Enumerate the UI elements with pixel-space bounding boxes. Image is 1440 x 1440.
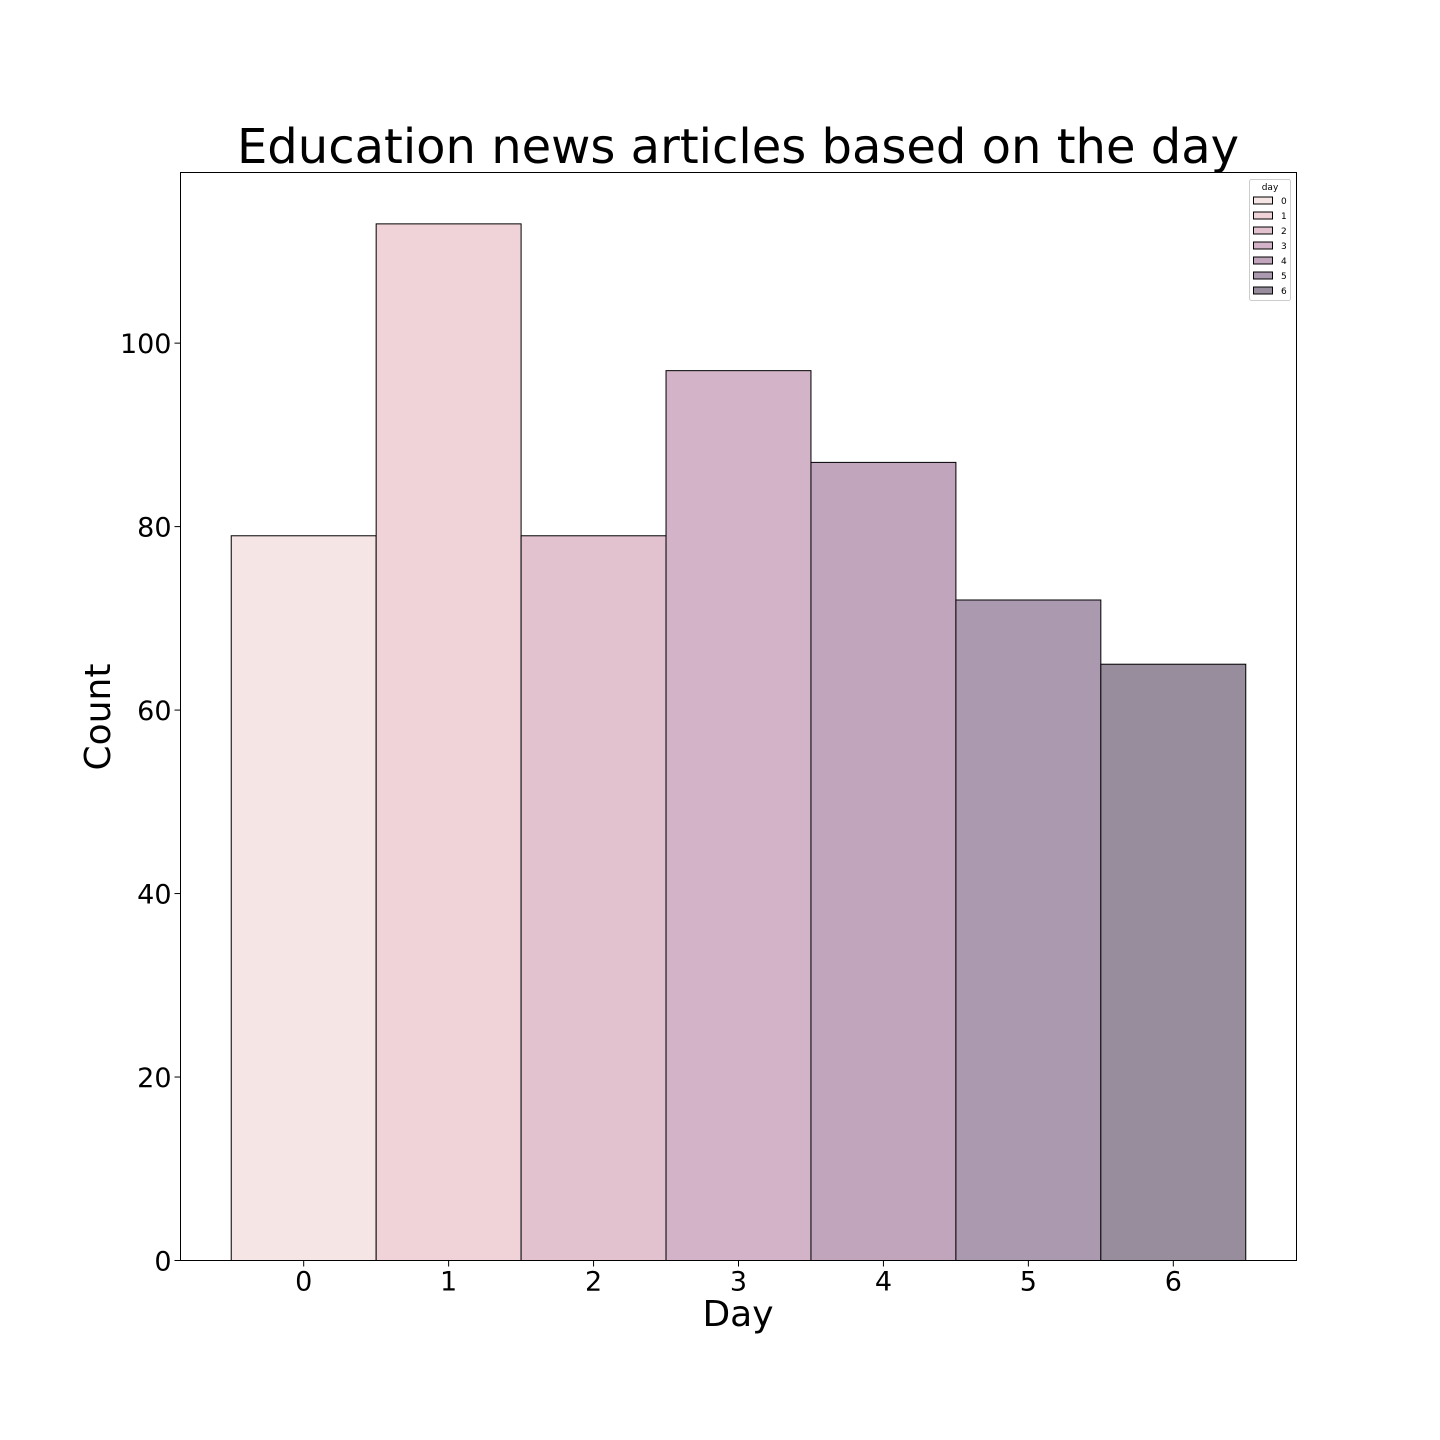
y-axis-ticks: 0 20 40 60 80 100 bbox=[120, 329, 181, 1278]
y-tick-label: 40 bbox=[137, 880, 171, 911]
y-tick-label: 100 bbox=[120, 329, 172, 360]
bar-day-0 bbox=[230, 535, 377, 1261]
legend-swatch bbox=[1253, 241, 1273, 250]
legend-label: 1 bbox=[1281, 212, 1287, 222]
legend-items: 0 1 2 3 4 5 6 bbox=[1253, 196, 1287, 297]
legend-label: 0 bbox=[1281, 197, 1287, 207]
legend-label: 3 bbox=[1281, 242, 1287, 252]
bar-day-5 bbox=[955, 599, 1102, 1261]
bar-day-6 bbox=[1100, 663, 1247, 1261]
legend-swatch bbox=[1253, 286, 1273, 295]
y-tick-label: 20 bbox=[137, 1063, 171, 1094]
x-tick-label: 2 bbox=[585, 1267, 602, 1298]
bar-day-3 bbox=[665, 370, 812, 1261]
legend: day 0 1 2 3 4 5 6 bbox=[1249, 179, 1291, 301]
bars bbox=[230, 223, 1247, 1262]
y-tick-label: 0 bbox=[154, 1247, 171, 1278]
legend-label: 4 bbox=[1281, 257, 1287, 267]
y-tick-label: 60 bbox=[137, 696, 171, 727]
bar-day-1 bbox=[375, 223, 522, 1261]
x-tick-label: 6 bbox=[1165, 1267, 1182, 1298]
x-tick-label: 5 bbox=[1020, 1267, 1037, 1298]
legend-title: day bbox=[1262, 183, 1279, 193]
legend-frame bbox=[1249, 179, 1291, 301]
legend-swatch bbox=[1253, 196, 1273, 205]
legend-label: 5 bbox=[1281, 272, 1287, 282]
legend-label: 2 bbox=[1281, 227, 1287, 237]
legend-swatch bbox=[1253, 256, 1273, 265]
y-axis-label: Count bbox=[78, 664, 119, 771]
bar-day-2 bbox=[520, 535, 667, 1261]
bar-day-4 bbox=[810, 461, 957, 1262]
x-axis-label: Day bbox=[702, 1294, 773, 1335]
legend-swatch bbox=[1253, 226, 1273, 235]
legend-label: 6 bbox=[1281, 287, 1287, 297]
x-axis-ticks: 0 1 2 3 4 5 6 bbox=[295, 1260, 1182, 1298]
legend-swatch bbox=[1253, 211, 1273, 220]
x-tick-label: 4 bbox=[875, 1267, 892, 1298]
x-tick-label: 0 bbox=[295, 1267, 312, 1298]
legend-swatch bbox=[1253, 271, 1273, 280]
x-tick-label: 1 bbox=[440, 1267, 457, 1298]
y-tick-label: 80 bbox=[137, 513, 171, 544]
x-tick-label: 3 bbox=[730, 1267, 747, 1298]
chart-title: Education news articles based on the day bbox=[237, 119, 1239, 175]
